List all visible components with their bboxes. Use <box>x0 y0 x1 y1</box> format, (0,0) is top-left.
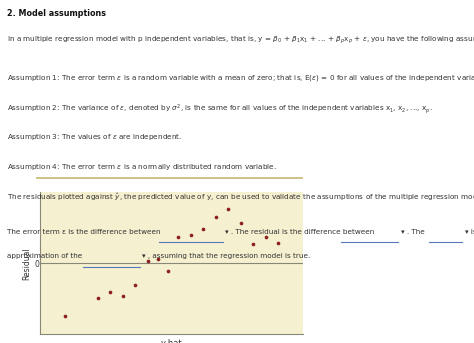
Text: In a multiple regression model with p independent variables, that is, y = $\beta: In a multiple regression model with p in… <box>7 34 474 46</box>
Point <box>187 232 194 237</box>
Text: ▾ . The residual is the difference between: ▾ . The residual is the difference betwe… <box>225 229 374 235</box>
Y-axis label: Residual: Residual <box>22 247 31 280</box>
Point <box>62 314 69 319</box>
Point <box>237 220 245 225</box>
Point <box>262 235 270 240</box>
X-axis label: y-hat: y-hat <box>161 339 182 343</box>
Point <box>144 258 152 263</box>
Point <box>119 293 127 298</box>
Point <box>224 206 232 212</box>
Text: The residuals plotted against $\hat{y}$, the predicted value of y, can be used t: The residuals plotted against $\hat{y}$,… <box>7 192 474 203</box>
Point <box>249 241 257 247</box>
Point <box>174 235 182 240</box>
Text: ▾ , assuming that the regression model is true.: ▾ , assuming that the regression model i… <box>142 253 310 259</box>
Point <box>200 227 207 232</box>
Text: Assumption 3: The values of $\varepsilon$ are independent.: Assumption 3: The values of $\varepsilon… <box>7 132 182 142</box>
Text: Assumption 4: The error term $\varepsilon$ is a normally distributed random vari: Assumption 4: The error term $\varepsilo… <box>7 162 277 172</box>
Text: Assumption 2: The variance of $\varepsilon$, denoted by $\sigma^2$, is the same : Assumption 2: The variance of $\varepsil… <box>7 103 433 116</box>
Point <box>94 296 102 301</box>
Point <box>212 214 219 220</box>
Point <box>132 282 139 288</box>
Text: The error term ε is the difference between: The error term ε is the difference betwe… <box>7 229 161 235</box>
Point <box>274 240 282 246</box>
Text: approximation of the: approximation of the <box>7 253 82 259</box>
Point <box>154 256 162 261</box>
Text: ▾ . The: ▾ . The <box>401 229 424 235</box>
Point <box>164 269 172 274</box>
Text: 2. Model assumptions: 2. Model assumptions <box>7 9 106 17</box>
Point <box>107 289 114 294</box>
Text: Assumption 1: The error term $\varepsilon$ is a random variable with a mean of z: Assumption 1: The error term $\varepsilo… <box>7 73 474 83</box>
Text: ▾ is an: ▾ is an <box>465 229 474 235</box>
